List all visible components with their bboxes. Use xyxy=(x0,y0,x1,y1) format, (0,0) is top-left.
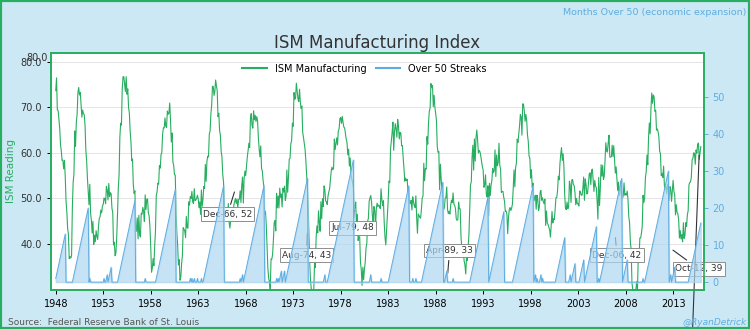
Text: Oct-15, 35: Oct-15, 35 xyxy=(668,155,716,329)
Text: Jul-79, 48: Jul-79, 48 xyxy=(332,210,374,232)
Title: ISM Manufacturing Index: ISM Manufacturing Index xyxy=(274,35,480,52)
Text: 80.0: 80.0 xyxy=(26,53,48,63)
Text: Apr-89, 33: Apr-89, 33 xyxy=(426,246,473,273)
Text: Source:  Federal Reserve Bank of St. Louis: Source: Federal Reserve Bank of St. Loui… xyxy=(8,318,199,327)
Text: @RyanDetrick: @RyanDetrick xyxy=(682,318,746,327)
Text: Dec-06, 42: Dec-06, 42 xyxy=(592,238,641,260)
Legend: ISM Manufacturing, Over 50 Streaks: ISM Manufacturing, Over 50 Streaks xyxy=(238,60,490,78)
Y-axis label: ISM Reading: ISM Reading xyxy=(6,139,16,203)
Text: Oct-12, 39: Oct-12, 39 xyxy=(673,250,722,273)
Text: Aug-74, 43: Aug-74, 43 xyxy=(282,233,331,260)
Text: Dec-66, 52: Dec-66, 52 xyxy=(203,192,252,219)
Text: Months Over 50 (economic expansion): Months Over 50 (economic expansion) xyxy=(562,8,746,17)
